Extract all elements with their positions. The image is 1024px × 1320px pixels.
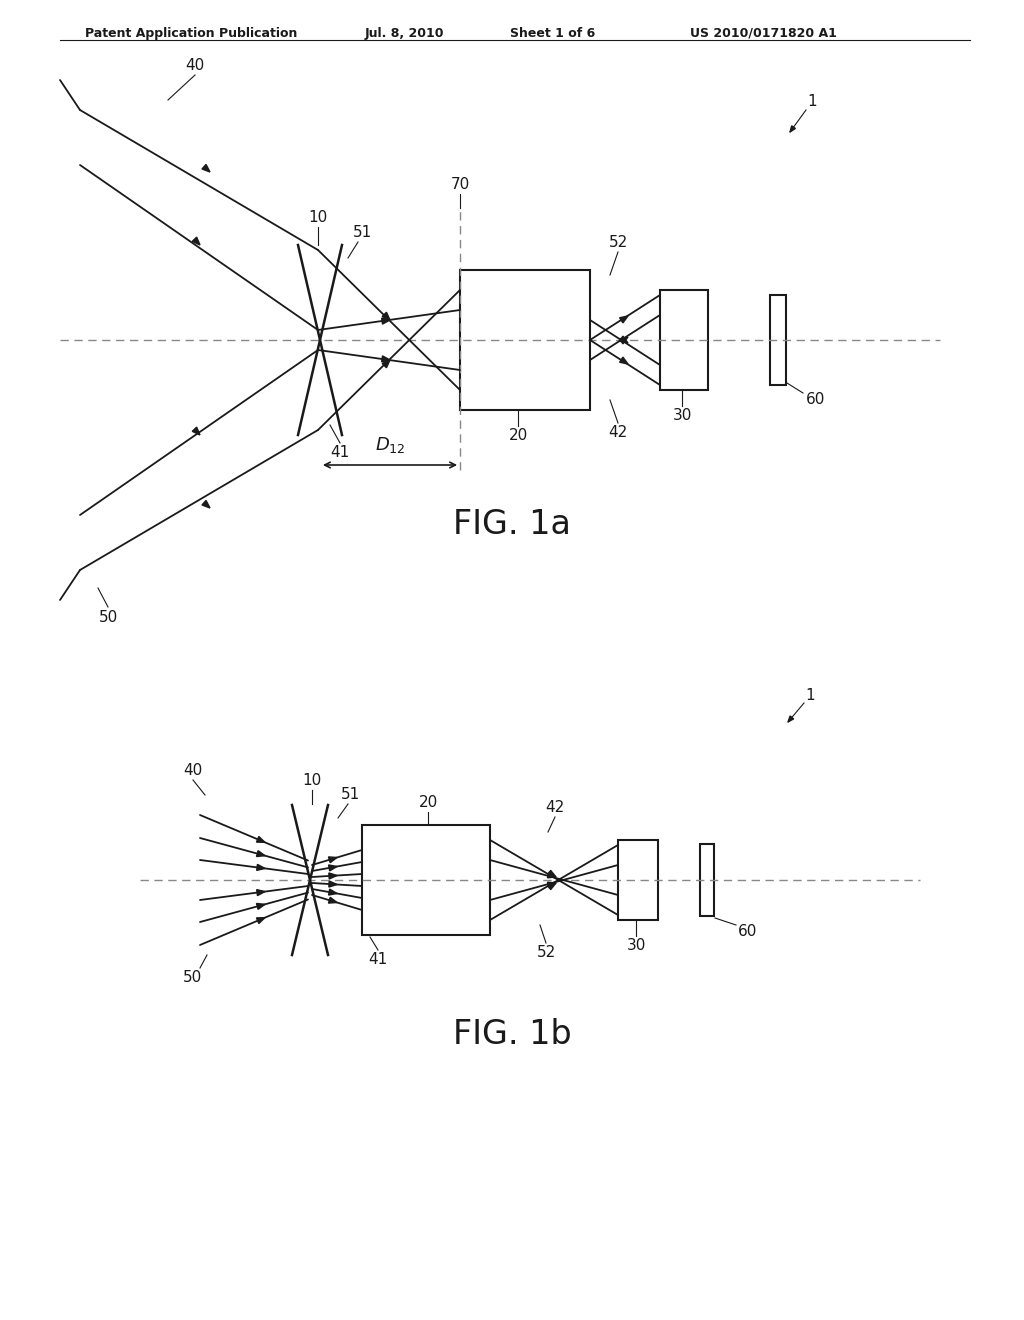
Polygon shape <box>790 125 796 132</box>
Polygon shape <box>620 358 628 364</box>
Polygon shape <box>329 880 337 887</box>
Text: 40: 40 <box>185 58 205 73</box>
Polygon shape <box>257 890 265 895</box>
Text: 1: 1 <box>805 688 815 702</box>
Text: 30: 30 <box>673 408 691 422</box>
Text: 42: 42 <box>546 800 564 814</box>
Text: 40: 40 <box>183 763 203 777</box>
Polygon shape <box>193 238 200 246</box>
Polygon shape <box>193 428 200 436</box>
Text: 70: 70 <box>451 177 470 191</box>
Text: Patent Application Publication: Patent Application Publication <box>85 26 297 40</box>
Bar <box>618 840 658 920</box>
Polygon shape <box>257 865 265 870</box>
Bar <box>460 271 590 411</box>
Polygon shape <box>548 882 556 888</box>
Text: 42: 42 <box>608 425 628 440</box>
Text: 51: 51 <box>352 224 372 240</box>
Polygon shape <box>329 865 337 871</box>
Polygon shape <box>382 318 390 325</box>
Bar <box>770 294 786 385</box>
Text: FIG. 1a: FIG. 1a <box>453 508 571 541</box>
Polygon shape <box>256 917 265 924</box>
Bar <box>700 843 714 916</box>
Text: 52: 52 <box>608 235 628 249</box>
Text: US 2010/0171820 A1: US 2010/0171820 A1 <box>690 26 837 40</box>
Text: 10: 10 <box>308 210 328 224</box>
Polygon shape <box>548 870 556 876</box>
Polygon shape <box>202 165 210 172</box>
Polygon shape <box>256 903 265 909</box>
Polygon shape <box>548 873 556 878</box>
Polygon shape <box>382 356 390 362</box>
Polygon shape <box>329 898 337 903</box>
Polygon shape <box>256 850 265 857</box>
Polygon shape <box>620 315 628 323</box>
Polygon shape <box>548 883 556 890</box>
Polygon shape <box>256 837 265 842</box>
Text: 30: 30 <box>627 939 646 953</box>
Polygon shape <box>329 890 337 895</box>
Text: 50: 50 <box>183 970 203 985</box>
Text: Jul. 8, 2010: Jul. 8, 2010 <box>365 26 444 40</box>
Text: Sheet 1 of 6: Sheet 1 of 6 <box>510 26 595 40</box>
Text: 60: 60 <box>806 392 825 408</box>
Bar <box>660 290 708 389</box>
Text: $D_{12}$: $D_{12}$ <box>375 436 406 455</box>
Text: 20: 20 <box>508 428 527 444</box>
Bar <box>362 825 490 935</box>
Polygon shape <box>620 337 628 345</box>
Text: 50: 50 <box>98 610 118 626</box>
Text: 52: 52 <box>537 945 556 960</box>
Polygon shape <box>788 715 794 722</box>
Polygon shape <box>329 873 337 879</box>
Text: 41: 41 <box>331 445 349 459</box>
Text: 1: 1 <box>807 95 817 110</box>
Polygon shape <box>329 857 337 863</box>
Text: 60: 60 <box>738 924 758 940</box>
Text: 41: 41 <box>369 952 388 968</box>
Text: 20: 20 <box>419 795 437 810</box>
Polygon shape <box>382 313 390 319</box>
Polygon shape <box>202 500 210 508</box>
Text: 10: 10 <box>302 774 322 788</box>
Text: FIG. 1b: FIG. 1b <box>453 1019 571 1052</box>
Polygon shape <box>382 360 390 368</box>
Text: 51: 51 <box>340 787 359 803</box>
Polygon shape <box>620 337 628 343</box>
